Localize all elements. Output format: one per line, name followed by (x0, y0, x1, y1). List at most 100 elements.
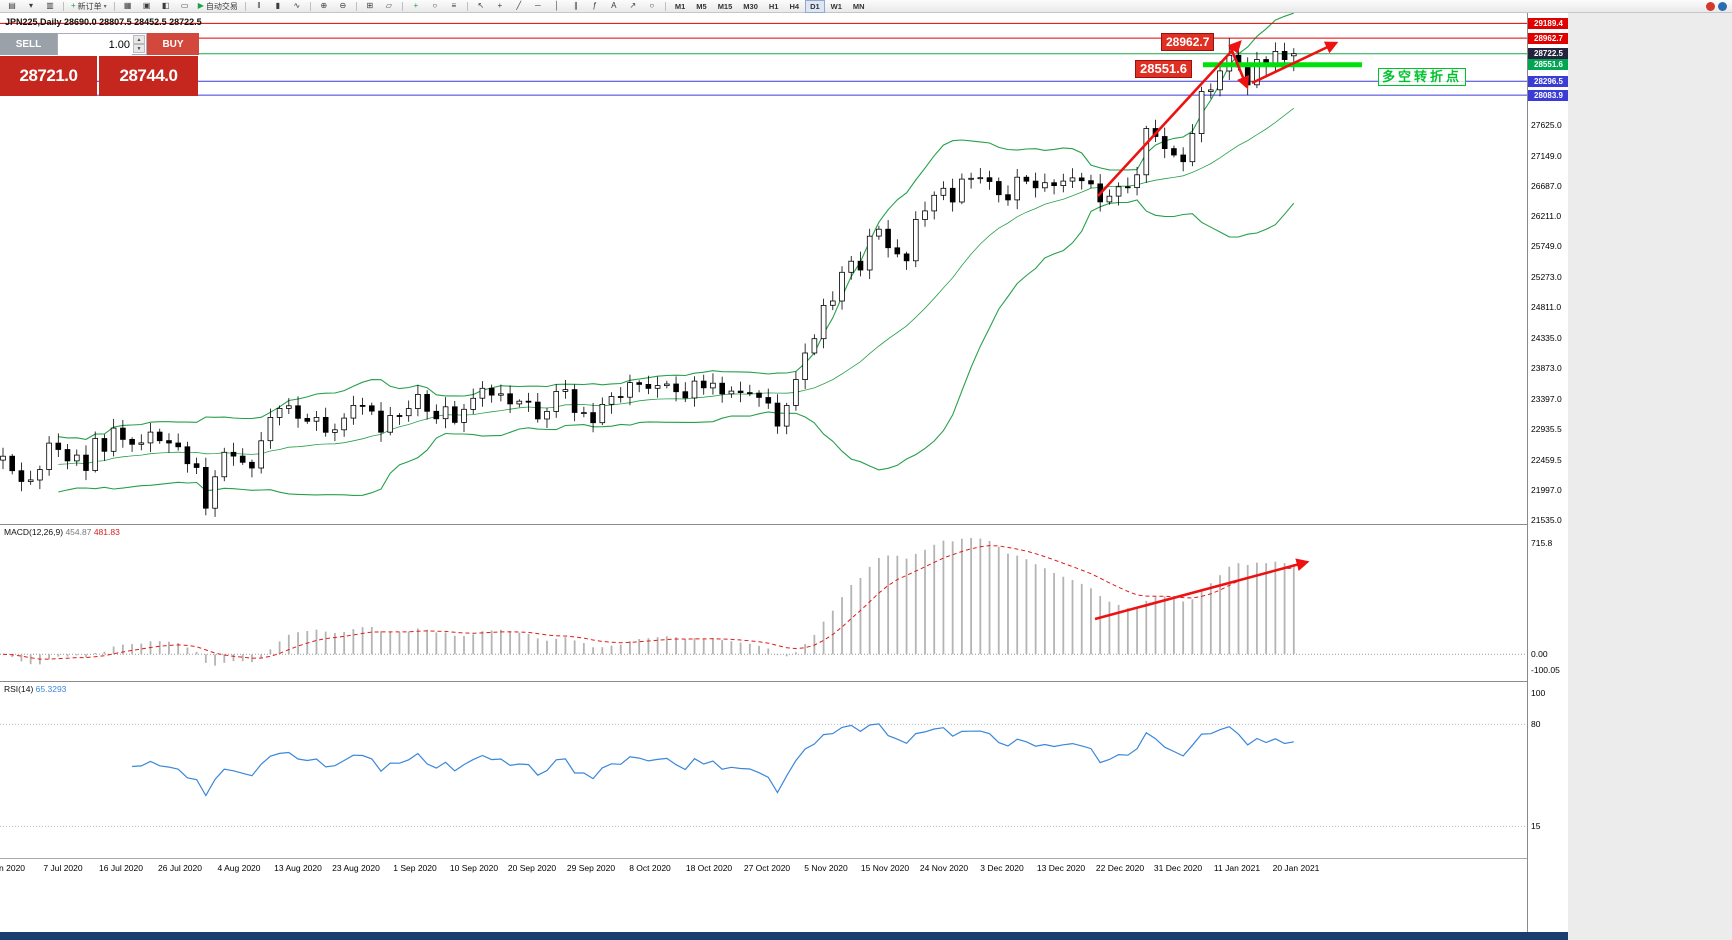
date-label: 26 Jul 2020 (158, 863, 202, 873)
chart-list-dropdown-icon[interactable]: ▾ (22, 0, 40, 13)
periods-icon: ○ (432, 1, 438, 10)
toolbar-items: ▤ ▾ ▥ + 新订单 ▾ ▦ ▣ ◧ ▭ ▶ 自动交易 ‖ ▮ ∿ ⊕ ⊖ ⊞ ▱ + ○ ≡ ↖ + ╱ ─ │ ∥ ƒ A ↗ ○ M1 M… (3, 0, 870, 13)
navigator-icon[interactable]: ◧ (157, 0, 175, 13)
macd-chart-canvas[interactable] (0, 524, 1527, 681)
horizontal-level-lines[interactable] (0, 22, 1527, 96)
timeframe-m30-button[interactable]: M30 (743, 1, 758, 11)
arrow-objects-icon[interactable]: ↗ (624, 0, 642, 13)
crosshair-tool-icon[interactable]: + (491, 0, 509, 13)
time-axis[interactable]: 8 Jun 2020 7 Jul 2020 16 Jul 2020 26 Jul 20… (0, 859, 1568, 876)
text-tool-icon[interactable]: A (605, 0, 623, 13)
bar-chart-icon[interactable]: ‖ (250, 0, 268, 13)
rsi-chart-canvas[interactable] (0, 681, 1527, 858)
rsi-value: 65.3293 (35, 684, 67, 694)
one-click-trading-widget: SELL ▲ ▼ BUY 28721.0 28744.0 (0, 33, 200, 96)
periods-icon[interactable]: ○ (426, 0, 444, 13)
timeframe-m1-button[interactable]: M1 (674, 1, 686, 11)
vline-tool-icon[interactable]: │ (548, 0, 566, 13)
price-tick: 27625.0 (1531, 120, 1562, 130)
vline-tool-icon: │ (554, 1, 560, 10)
timeframe-m15-button[interactable]: M15 (717, 1, 733, 11)
timeframe-d1-button[interactable]: D1 (805, 0, 825, 13)
drawn-objects[interactable] (1097, 40, 1362, 197)
trendline-tool-icon[interactable]: ╱ (510, 0, 528, 13)
pivot-note-text[interactable]: 多空转折点 (1378, 68, 1467, 86)
timeframe-h4-button[interactable]: H4 (789, 1, 800, 11)
timeframe-mn-button[interactable]: MN (852, 1, 865, 11)
zoom-in-icon[interactable]: ⊕ (315, 0, 333, 13)
macd-value: 454.87 (65, 527, 92, 537)
support-price-label[interactable]: 28551.6 (1135, 60, 1192, 78)
autotrading-button[interactable]: ▶ 自动交易 (195, 0, 241, 13)
new-order-button: + (71, 1, 76, 10)
resistance-price-label[interactable]: 28962.7 (1161, 33, 1215, 51)
community-icon[interactable] (1706, 1, 1715, 11)
macd-panel-separator[interactable] (0, 524, 1568, 525)
hline-tool-icon: ─ (535, 1, 541, 10)
horizontal-scrollbar[interactable] (0, 932, 1568, 940)
volume-field[interactable]: ▲ ▼ (57, 33, 147, 55)
buy-button[interactable]: BUY (147, 33, 199, 55)
timeframe-h1-button[interactable]: H1 (768, 1, 779, 11)
arrange-windows-icon[interactable]: ⊞ (361, 0, 379, 13)
templates-icon[interactable]: ≡ (445, 0, 463, 13)
profiles-icon[interactable]: ▥ (41, 0, 59, 13)
crosshair-tool-icon: + (497, 1, 503, 10)
date-label: 20 Sep 2020 (507, 863, 557, 873)
price-axis[interactable]: 27625.0 27149.0 26687.0 26211.0 25749.0 25273… (1527, 13, 1568, 932)
cursor-tool-icon: ↖ (477, 1, 485, 10)
macd-axis-tick: -100.05 (1531, 665, 1560, 675)
zoom-out-icon: ⊖ (339, 1, 347, 10)
date-label: 29 Sep 2020 (566, 863, 616, 873)
toolbar-separator (63, 1, 64, 11)
add-indicator-icon[interactable]: + (407, 0, 425, 13)
autotrading-button-label: 自动交易 (205, 1, 238, 11)
volume-increase-button[interactable]: ▲ (133, 35, 145, 44)
price-chart-canvas[interactable] (0, 13, 1527, 524)
volume-decrease-button[interactable]: ▼ (133, 44, 145, 53)
time-axis-separator (0, 858, 1568, 859)
fibonacci-tool-icon[interactable]: ƒ (586, 0, 604, 13)
new-chart-icon[interactable]: ▤ (3, 0, 21, 13)
timeframe-m5-button[interactable]: M5 (696, 1, 707, 11)
price-level-tag: 29189.4 (1528, 18, 1568, 29)
data-window-icon: ▣ (142, 1, 151, 10)
autotrading-button: ▶ (197, 1, 204, 10)
line-chart-icon: ∿ (293, 1, 301, 10)
macd-drawn-objects[interactable] (1094, 558, 1310, 621)
market-watch-icon[interactable]: ▦ (119, 0, 137, 13)
chart-title: JPN225,Daily 28690.0 28807.5 28452.5 287… (5, 17, 202, 27)
zoom-in-icon: ⊕ (320, 1, 328, 10)
hline-tool-icon[interactable]: ─ (529, 0, 547, 13)
help-icon[interactable] (1718, 1, 1727, 11)
rsi-axis-tick: 80 (1531, 719, 1541, 729)
new-order-button[interactable]: + 新订单 ▾ (68, 0, 110, 13)
line-chart-icon[interactable]: ∿ (288, 0, 306, 13)
date-label: 24 Nov 2020 (919, 863, 969, 873)
candlestick-chart-icon[interactable]: ▮ (269, 0, 287, 13)
price-tick: 25749.0 (1531, 241, 1562, 251)
date-label: 8 Jun 2020 (0, 863, 26, 873)
macd-indicator-label: MACD(12,26,9) 454.87 481.83 (4, 527, 120, 537)
price-level-tag: 28083.9 (1528, 90, 1568, 101)
date-label: 4 Aug 2020 (217, 863, 261, 873)
cursor-tool-icon[interactable]: ↖ (472, 0, 490, 13)
sell-button[interactable]: SELL (0, 33, 57, 55)
price-tick: 21535.0 (1531, 515, 1562, 525)
cascade-windows-icon[interactable]: ▱ (380, 0, 398, 13)
rsi-panel-separator[interactable] (0, 681, 1568, 682)
data-window-icon[interactable]: ▣ (138, 0, 156, 13)
volume-input[interactable] (58, 35, 132, 55)
timeframe-w1-button[interactable]: W1 (830, 1, 842, 11)
buy-price[interactable]: 28744.0 (99, 56, 198, 96)
terminal-icon[interactable]: ▭ (176, 0, 194, 13)
date-label: 23 Aug 2020 (332, 863, 380, 873)
chart-list-dropdown-icon: ▾ (28, 1, 33, 10)
price-tick: 25273.0 (1531, 272, 1562, 282)
date-label: 5 Nov 2020 (804, 863, 848, 873)
shapes-tool-icon[interactable]: ○ (643, 0, 661, 13)
sell-price[interactable]: 28721.0 (0, 56, 97, 96)
chart-window: JPN225,Daily 28690.0 28807.5 28452.5 287… (0, 13, 1568, 940)
zoom-out-icon[interactable]: ⊖ (334, 0, 352, 13)
channel-tool-icon[interactable]: ∥ (567, 0, 585, 13)
